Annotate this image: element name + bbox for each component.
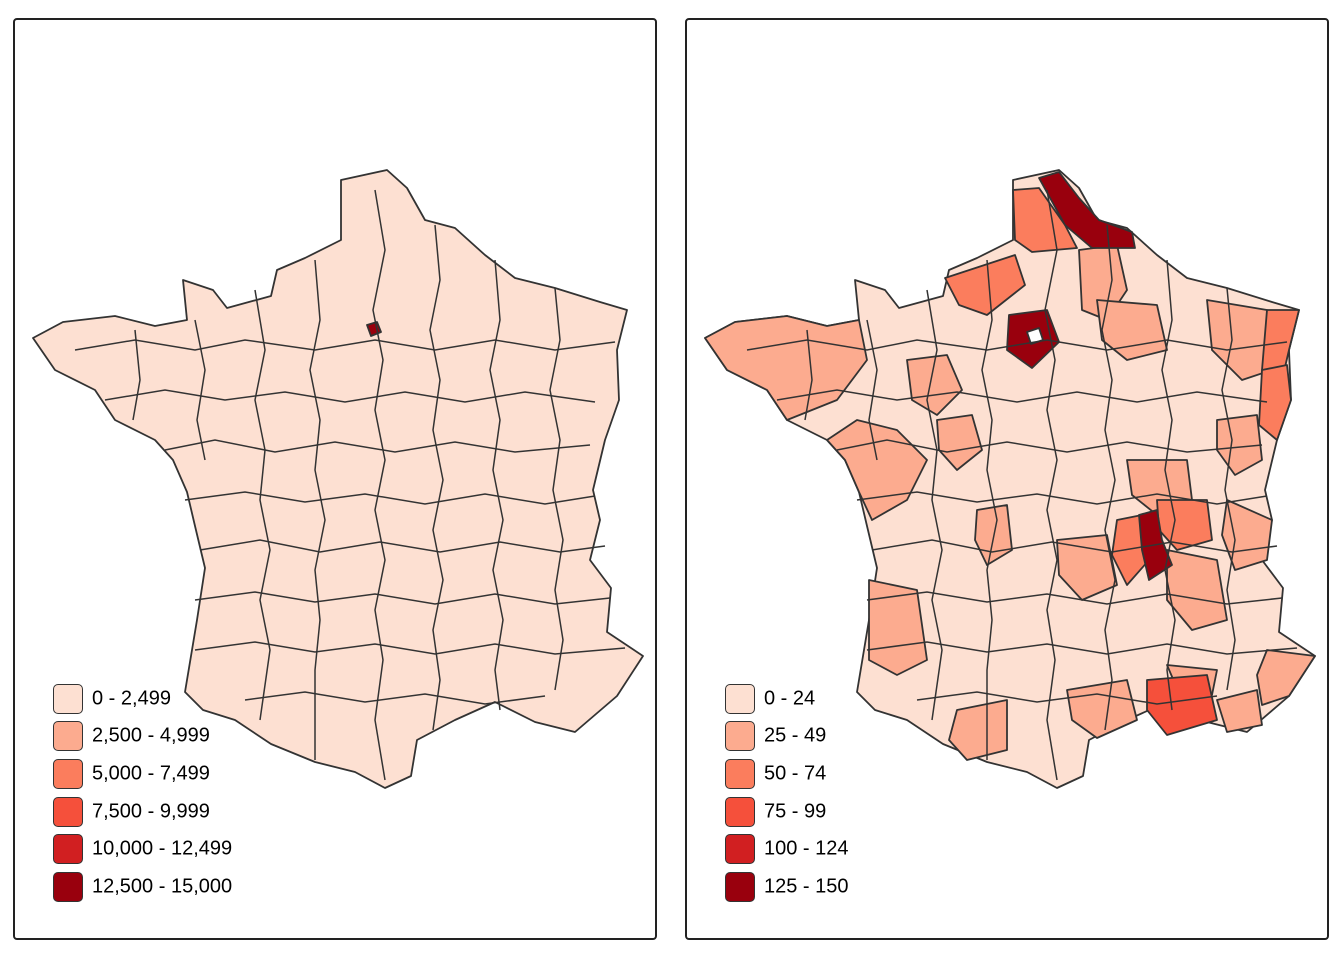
region-loire <box>906 354 963 416</box>
legend-label: 12,500 - 15,000 <box>92 875 233 898</box>
legend-item: 75 - 99 <box>725 793 826 831</box>
map-panel-left: 0 - 2,499 2,500 - 4,999 5,000 - 7,499 7,… <box>13 18 657 940</box>
region-brittany <box>704 315 868 421</box>
legend-swatch <box>725 721 755 752</box>
region-provence-east <box>1256 649 1316 706</box>
legend-label: 0 - 2,499 <box>92 687 171 710</box>
legend-item: 2,500 - 4,999 <box>53 718 210 756</box>
legend-item: 100 - 124 <box>725 830 849 868</box>
region-seine-maritime <box>944 254 1026 316</box>
legend-swatch <box>725 758 755 789</box>
legend-swatch <box>53 871 83 902</box>
map-panel-right: 0 - 24 25 - 49 50 - 74 75 - 99 100 - 124… <box>685 18 1329 940</box>
legend-swatch <box>53 721 83 752</box>
region-gard <box>1066 679 1138 739</box>
department-borders <box>74 189 626 781</box>
legend-swatch <box>725 683 755 714</box>
legend-label: 0 - 24 <box>764 687 816 710</box>
legend-swatch <box>53 796 83 827</box>
legend-label: 5,000 - 7,499 <box>92 762 210 785</box>
legend-label: 50 - 74 <box>764 762 827 785</box>
region-drome <box>1166 549 1228 631</box>
legend-swatch <box>53 834 83 865</box>
legend-swatch <box>725 871 755 902</box>
department-borders <box>746 189 1298 781</box>
legend-item: 0 - 2,499 <box>53 680 171 718</box>
choropleth-map-right <box>704 169 1316 789</box>
region-bouches-du-rhone <box>1146 674 1218 736</box>
legend-item: 125 - 150 <box>725 868 849 906</box>
region-pas-de-calais <box>1012 187 1078 253</box>
legend-item: 25 - 49 <box>725 718 826 756</box>
region-centre-south <box>936 414 983 471</box>
region-var <box>1216 689 1263 733</box>
legend-label: 25 - 49 <box>764 724 827 747</box>
region-auvergne <box>1056 534 1118 601</box>
legend-label: 125 - 150 <box>764 875 849 898</box>
legend-left: 0 - 2,499 2,500 - 4,999 5,000 - 7,499 7,… <box>53 680 232 906</box>
choropleth-map-left <box>32 169 644 789</box>
legend-swatch <box>725 796 755 827</box>
legend-item: 0 - 24 <box>725 680 815 718</box>
region-haut-rhin <box>1258 364 1292 441</box>
legend-swatch <box>53 683 83 714</box>
legend-item: 10,000 - 12,499 <box>53 830 232 868</box>
region-jura <box>1216 414 1263 476</box>
region-aude <box>948 699 1008 761</box>
legend-item: 5,000 - 7,499 <box>53 755 210 793</box>
legend-right: 0 - 24 25 - 49 50 - 74 75 - 99 100 - 124… <box>725 680 849 906</box>
legend-label: 75 - 99 <box>764 800 827 823</box>
region-champagne <box>1096 299 1168 361</box>
legend-label: 7,500 - 9,999 <box>92 800 210 823</box>
legend-label: 100 - 124 <box>764 837 849 860</box>
legend-swatch <box>725 834 755 865</box>
region-nord <box>1038 171 1136 249</box>
legend-label: 2,500 - 4,999 <box>92 724 210 747</box>
legend-swatch <box>53 758 83 789</box>
legend-item: 50 - 74 <box>725 755 826 793</box>
legend-label: 10,000 - 12,499 <box>92 837 233 860</box>
legend-item: 12,500 - 15,000 <box>53 868 232 906</box>
region-aquitaine <box>868 579 928 676</box>
legend-item: 7,500 - 9,999 <box>53 793 210 831</box>
france-outline <box>32 169 644 789</box>
region-savoie <box>1221 499 1273 571</box>
region-lorraine <box>1206 299 1273 381</box>
